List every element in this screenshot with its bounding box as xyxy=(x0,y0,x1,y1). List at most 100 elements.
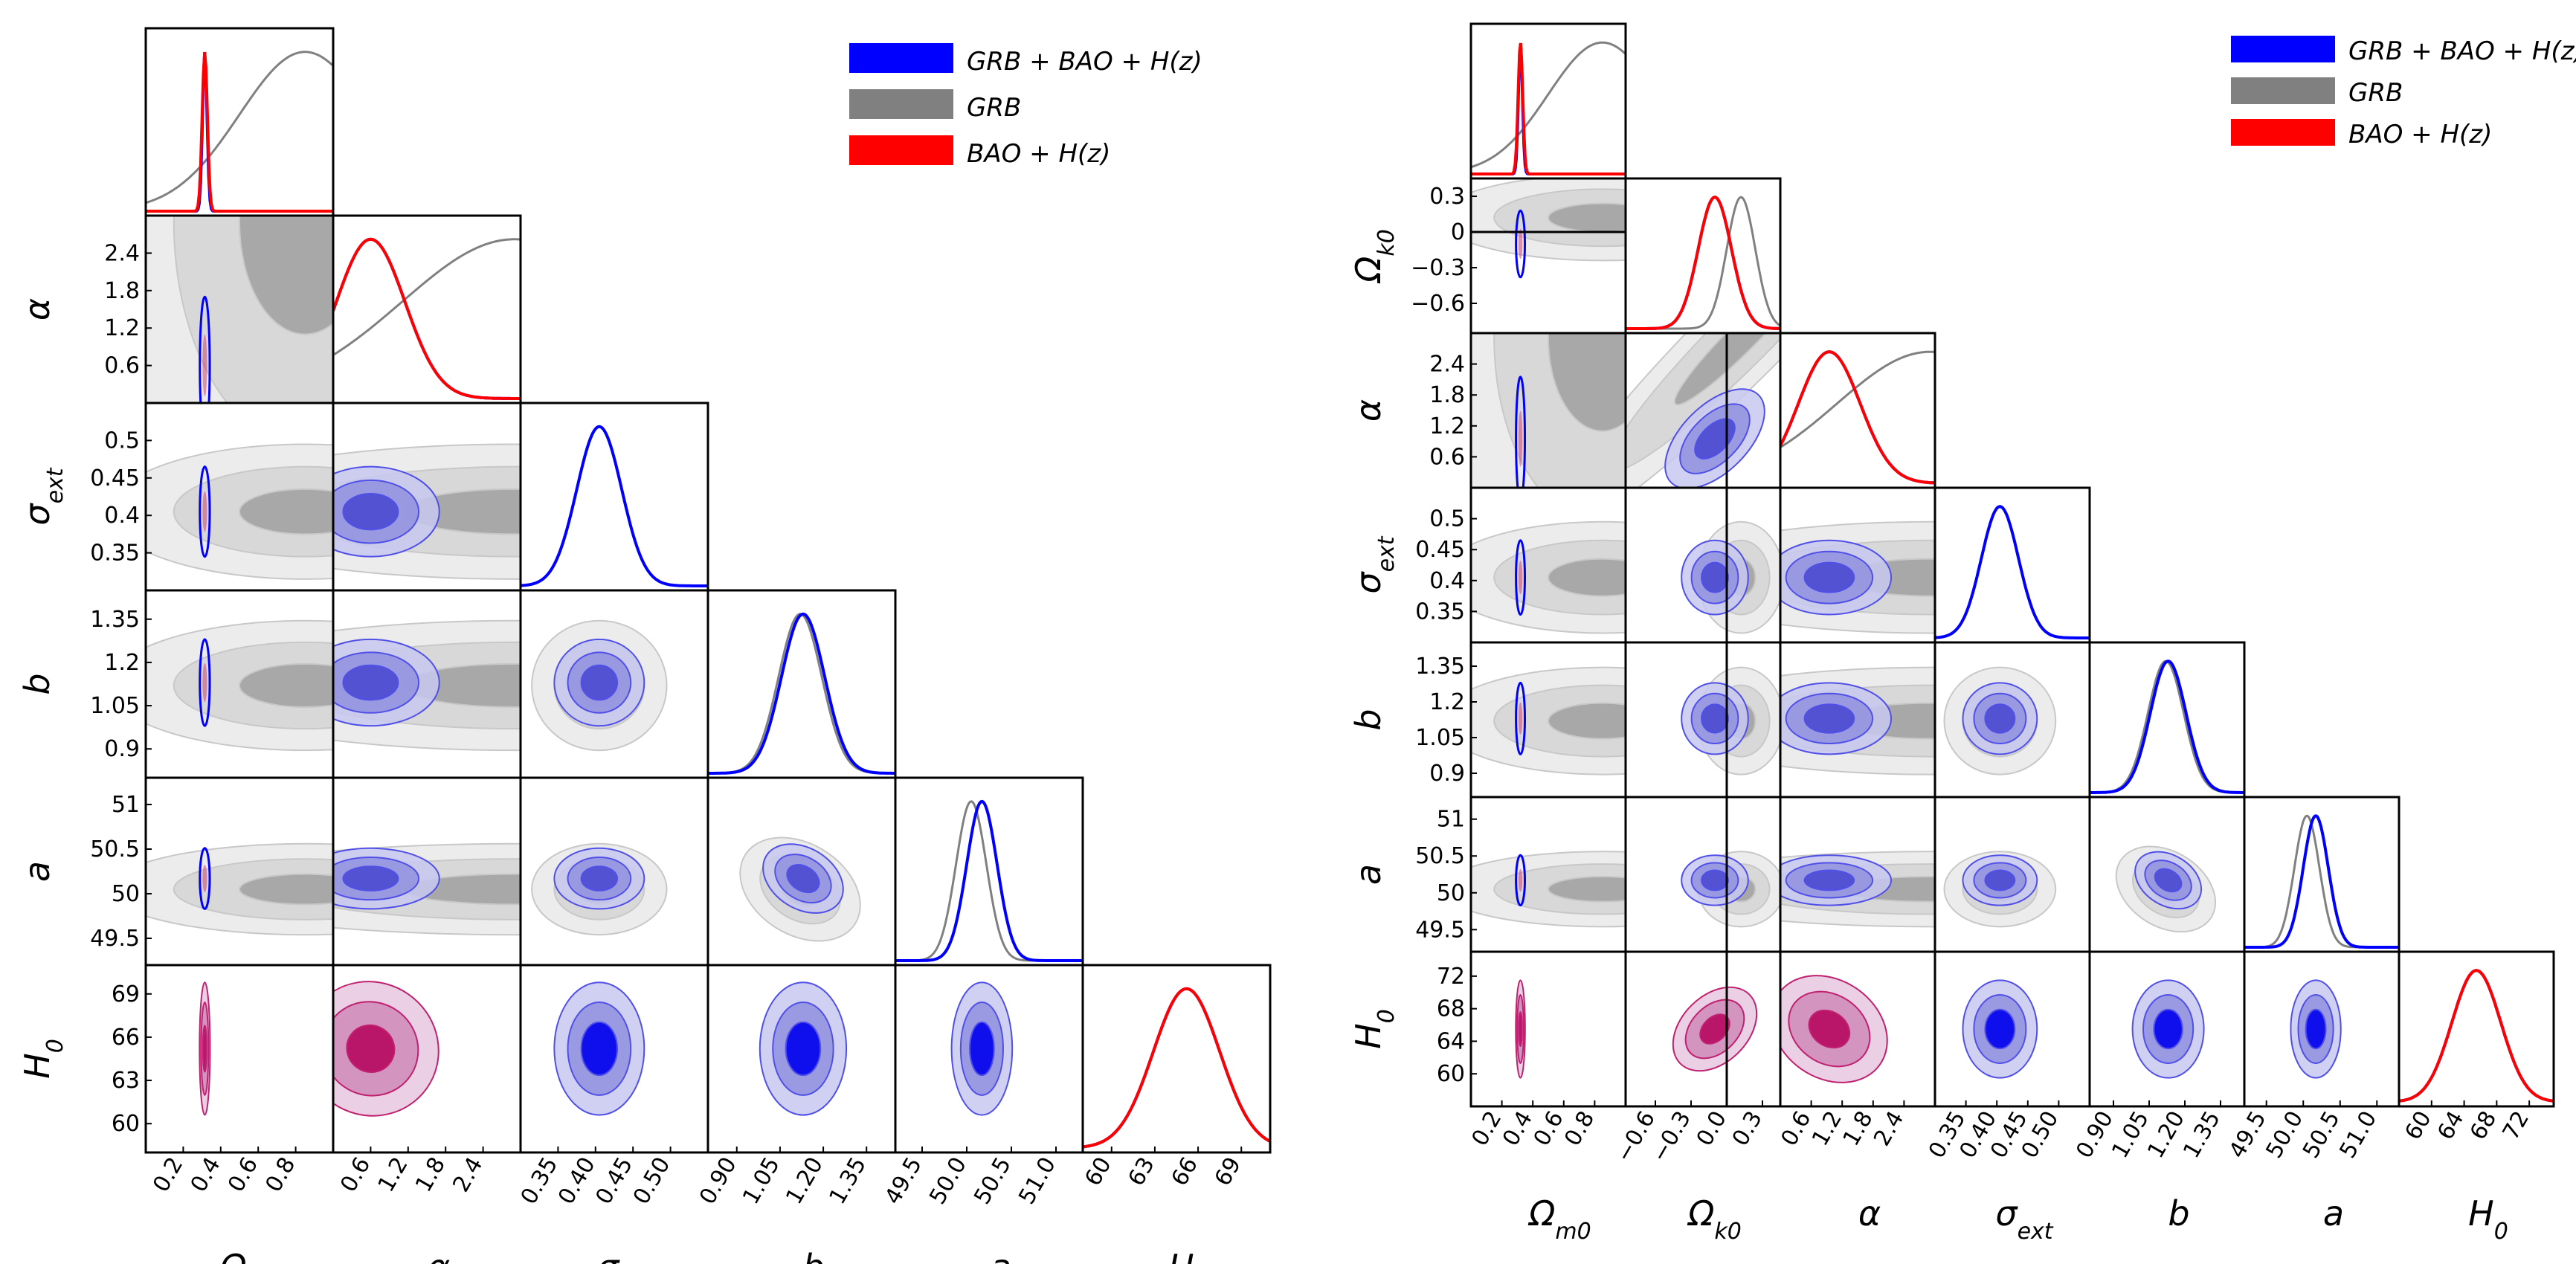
legend-label-0: GRB + BAO + H(z) xyxy=(967,47,1202,77)
x-tick-label: 0.3 xyxy=(1727,1107,1768,1151)
x-tick-label: 0.2 xyxy=(148,1153,188,1197)
x-tick-label: 63 xyxy=(1123,1153,1159,1191)
marginal-grb-b xyxy=(2090,660,2244,794)
contour-joint-outline xyxy=(1515,854,1527,907)
legend-swatch-1 xyxy=(2231,77,2335,104)
y-axis-label-sig: σext xyxy=(1348,535,1400,593)
cell-content xyxy=(199,981,211,1116)
cell-alpha-sig xyxy=(332,402,522,592)
cell-frame xyxy=(1081,964,1272,1154)
contour-joint-0.8sigma xyxy=(969,1021,995,1077)
cell-frame xyxy=(1933,486,2091,644)
x-axis-label-alpha: α xyxy=(1858,1193,1881,1234)
cell-content xyxy=(1681,488,1780,642)
contour-grb-1sigma xyxy=(239,488,333,535)
contour-joint-0.8sigma xyxy=(2153,1008,2183,1050)
cell-content xyxy=(333,443,521,580)
x-tick-label: 1.8 xyxy=(410,1153,451,1197)
cell-Om-a: 49.5 50 50.5 51 a xyxy=(1348,796,1627,953)
cell-sig-a xyxy=(1933,796,2091,953)
x-axis-label-sig: σext xyxy=(597,1247,655,1264)
y-tick-label: 0.35 xyxy=(1415,599,1465,625)
cell-content xyxy=(521,425,708,587)
cell-b-b xyxy=(706,589,897,779)
y-tick-label: 0.4 xyxy=(104,503,140,529)
cell-content xyxy=(531,842,668,936)
marginal-joint-b xyxy=(708,612,895,775)
cell-content xyxy=(333,237,521,400)
cell-sig-b xyxy=(1933,641,2091,799)
y-tick-label: 69 xyxy=(112,981,140,1007)
contour-grb-1sigma xyxy=(1548,333,1626,432)
y-tick-label: 0.45 xyxy=(90,465,140,491)
marginal-grb-alpha xyxy=(333,238,521,356)
cell-frame xyxy=(519,402,709,592)
cell-content xyxy=(1962,979,2038,1079)
x-tick-label: 0.6 xyxy=(1776,1107,1816,1151)
legend-label-2: BAO + H(z) xyxy=(967,139,1110,169)
cell-alpha-a xyxy=(332,776,522,967)
x-tick-label: 50.0 xyxy=(924,1153,972,1209)
cell-content xyxy=(146,216,333,403)
y-tick-label: −0.3 xyxy=(1411,255,1465,281)
contour-joint-core xyxy=(202,491,207,532)
contour-joint-outline xyxy=(199,465,211,558)
x-axis-label-H0: H0 xyxy=(1168,1247,1208,1264)
cell-b-b xyxy=(2088,641,2246,799)
contour-grb-1sigma xyxy=(239,873,333,906)
x-tick-label: 51.0 xyxy=(1014,1153,1061,1209)
contour-joint-0.8sigma xyxy=(1701,869,1729,891)
x-tick-label: 0.6 xyxy=(223,1153,263,1197)
contour-grb-1sigma xyxy=(1548,558,1626,597)
y-axis-label-b: b xyxy=(1348,709,1388,730)
contour-joint-0.8sigma xyxy=(342,664,399,701)
marginal-joint-alpha xyxy=(1780,350,1935,485)
contour-joint-core xyxy=(1518,410,1523,467)
y-tick-label: 2.4 xyxy=(1429,352,1465,378)
x-tick-label: 0.4 xyxy=(1498,1107,1538,1151)
marginal-joint-b xyxy=(2090,660,2244,794)
cell-sig-H0: 0.350.400.450.50 σext xyxy=(516,964,709,1264)
contour-grb-1sigma xyxy=(1548,875,1626,903)
cell-content xyxy=(1943,666,2057,776)
y-tick-label: 1.35 xyxy=(90,607,140,633)
y-tick-label: 68 xyxy=(1437,996,1465,1022)
y-axis-label-Ok: Ωk0 xyxy=(1348,229,1400,284)
cell-content xyxy=(1681,642,1780,797)
cell-Ok-sig xyxy=(1624,486,1782,644)
y-tick-label: 60 xyxy=(1437,1061,1465,1087)
cell-content xyxy=(2115,845,2217,933)
contour-joint-outline xyxy=(1515,681,1527,755)
cell-content xyxy=(1681,797,1780,952)
cell-Ok-alpha xyxy=(1624,332,1782,489)
marginal-bao-Om xyxy=(1471,42,1626,175)
y-tick-label: 50.5 xyxy=(1415,843,1465,869)
cell-content xyxy=(146,443,333,580)
cell-Om-b: 0.9 1.05 1.2 1.35 b xyxy=(1348,641,1627,799)
x-tick-label: 0.35 xyxy=(516,1153,564,1209)
x-tick-label: 50.5 xyxy=(2298,1107,2345,1163)
y-tick-label: 60 xyxy=(112,1111,140,1137)
cell-alpha-alpha xyxy=(1779,332,1936,489)
x-tick-label: 0.40 xyxy=(553,1153,601,1209)
x-tick-label: 0.4 xyxy=(186,1153,226,1197)
y-tick-label: 0.45 xyxy=(1415,537,1465,563)
y-tick-label: 2.4 xyxy=(104,240,140,266)
contour-joint-0.8sigma xyxy=(342,492,399,531)
cell-content xyxy=(553,981,645,1116)
marginal-joint-a xyxy=(2244,814,2399,949)
cell-Om-Om xyxy=(144,27,335,217)
contour-joint-core xyxy=(1518,702,1523,735)
contour-joint-core xyxy=(1518,561,1523,595)
x-tick-label: 49.5 xyxy=(880,1153,927,1209)
y-axis-label-H0: H0 xyxy=(17,1039,68,1079)
cell-content xyxy=(1780,851,1935,928)
y-tick-label: 50 xyxy=(112,881,140,907)
y-tick-label: 0.4 xyxy=(1429,568,1465,594)
legend-swatch-0 xyxy=(2231,36,2335,62)
y-tick-label: 0.9 xyxy=(1429,761,1465,787)
x-tick-label: 0.2 xyxy=(1466,1107,1507,1151)
y-tick-label: 1.8 xyxy=(104,278,140,304)
legend-swatch-1 xyxy=(849,89,953,119)
cell-alpha-alpha xyxy=(332,214,522,404)
